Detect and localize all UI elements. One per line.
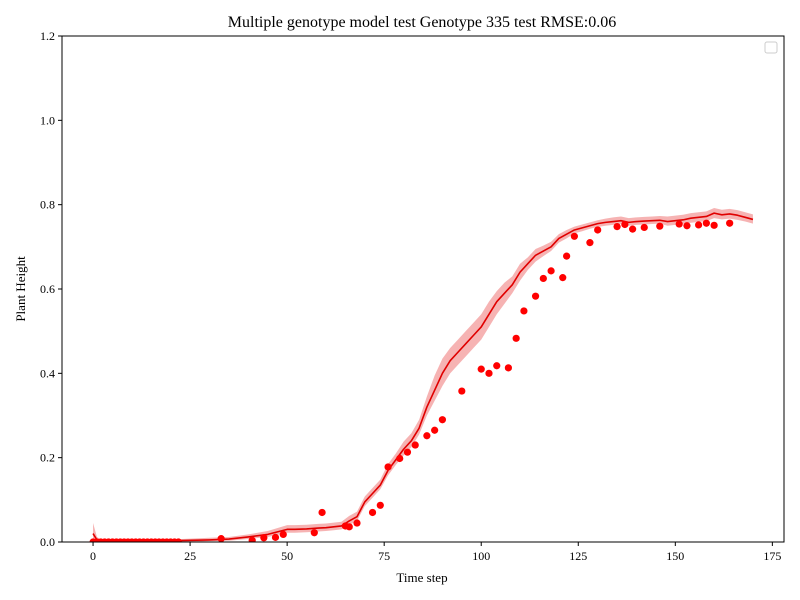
data-point <box>318 508 326 517</box>
data-point <box>353 519 361 527</box>
x-tick-label: 150 <box>666 549 684 563</box>
data-point <box>512 334 520 342</box>
legend-box <box>764 41 778 54</box>
data-point <box>594 226 602 234</box>
y-tick-label: 1.2 <box>40 29 55 43</box>
data-point <box>368 508 377 517</box>
x-tick-label: 25 <box>184 549 196 563</box>
data-point <box>531 292 540 300</box>
prediction-line <box>92 212 754 542</box>
x-tick-label: 75 <box>378 549 390 563</box>
data-point <box>174 538 183 542</box>
observed-points-layer <box>89 219 734 542</box>
data-point <box>438 416 447 424</box>
y-tick-label: 0.0 <box>40 535 55 549</box>
data-point <box>629 225 637 233</box>
x-tick-label: 100 <box>472 549 490 563</box>
y-tick-label: 0.6 <box>40 282 55 296</box>
x-axis-label: Time step <box>396 570 447 585</box>
x-axis: 0 25 50 75 100 125 150 175 <box>90 542 781 563</box>
data-point <box>345 523 353 531</box>
y-tick-label: 0.8 <box>40 198 55 212</box>
data-point <box>726 219 734 227</box>
data-point <box>396 454 404 463</box>
data-point <box>217 535 225 542</box>
data-point <box>310 529 318 537</box>
y-tick-label: 0.4 <box>40 366 55 380</box>
data-point <box>423 432 431 440</box>
data-point <box>520 307 528 315</box>
data-point <box>656 222 664 230</box>
data-point <box>431 426 439 434</box>
x-tick-label: 175 <box>763 549 781 563</box>
data-point <box>458 387 466 395</box>
data-point <box>695 221 703 229</box>
data-point <box>403 448 412 456</box>
data-point <box>613 222 621 231</box>
data-point <box>504 364 512 372</box>
data-point <box>570 232 578 240</box>
data-point <box>539 274 547 283</box>
data-point <box>271 533 280 541</box>
data-point <box>586 239 594 247</box>
data-point <box>559 274 567 282</box>
data-point <box>376 501 384 509</box>
data-point <box>621 220 629 229</box>
data-point <box>384 463 392 471</box>
data-point <box>493 362 501 370</box>
y-tick-label: 1.0 <box>40 113 55 127</box>
data-point <box>485 369 493 377</box>
x-tick-label: 0 <box>90 549 96 563</box>
x-tick-label: 50 <box>281 549 293 563</box>
y-axis-label: Plant Height <box>13 256 28 322</box>
data-point <box>411 441 419 449</box>
data-point <box>248 536 256 542</box>
data-point <box>675 220 683 228</box>
data-point <box>640 223 648 232</box>
data-point <box>710 221 718 229</box>
prediction-line-layer <box>92 212 754 542</box>
data-point <box>547 267 555 275</box>
data-point <box>260 534 268 542</box>
y-axis: 0.0 0.2 0.4 0.6 0.8 1.0 1.2 <box>40 29 62 549</box>
data-point <box>477 365 485 373</box>
data-point <box>279 530 287 539</box>
x-tick-label: 125 <box>569 549 587 563</box>
data-point <box>683 222 691 230</box>
chart-title: Multiple genotype model test Genotype 33… <box>228 14 616 31</box>
data-point <box>702 219 710 227</box>
data-point <box>563 252 571 260</box>
y-tick-label: 0.2 <box>40 451 55 465</box>
